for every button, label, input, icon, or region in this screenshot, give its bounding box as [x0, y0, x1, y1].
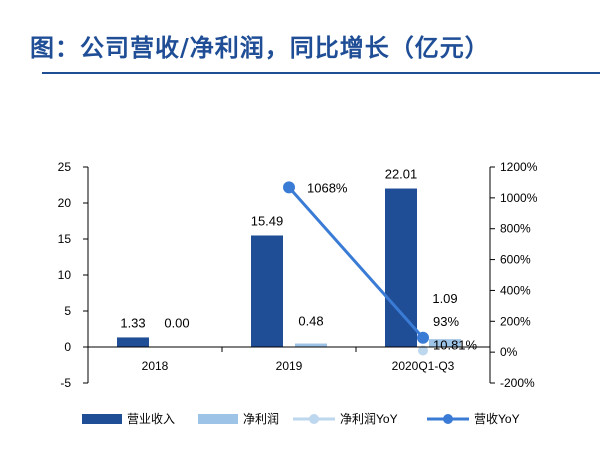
profit-bar — [295, 343, 327, 347]
revenue-value-label: 15.49 — [251, 213, 284, 228]
title-divider — [42, 72, 600, 74]
chart-legend: 营业收入 净利润 净利润YoY 营收YoY — [82, 412, 520, 426]
line-group — [283, 181, 429, 356]
revenue-bar — [385, 188, 417, 347]
left-tick-label: 20 — [58, 196, 72, 210]
legend-label: 营收YoY — [474, 412, 520, 426]
right-tick-label: 800% — [500, 222, 531, 236]
right-tick-label: 200% — [500, 314, 531, 328]
legend-swatch — [198, 414, 238, 424]
x-tick-label: 2019 — [276, 359, 303, 373]
bar-group — [117, 188, 461, 347]
legend-item: 营收YoY — [427, 412, 520, 426]
profit-value-label: 0.00 — [164, 315, 189, 330]
revenue-value-label: 1.33 — [120, 315, 145, 330]
right-tick-label: 600% — [500, 253, 531, 267]
right-tick-label: -200% — [500, 376, 535, 390]
x-tick-label: 2018 — [142, 359, 169, 373]
revenue-yoy-point — [417, 331, 429, 344]
left-tick-label: 0 — [64, 340, 71, 354]
revenue-yoy-point — [283, 181, 295, 194]
profit-yoy-label: 10.81% — [433, 337, 478, 352]
revenue-yoy-label: 93% — [433, 314, 459, 329]
legend-marker — [309, 414, 319, 424]
axes-group: -5 0 5 10 15 20 25 -200% 0% 200% 400% 600% 800% 1000%… — [58, 160, 538, 390]
page-title: 图：公司营收/净利润，同比增长（亿元） — [30, 33, 490, 62]
revenue-yoy-label: 1068% — [307, 180, 348, 195]
left-tick-label: 15 — [58, 232, 72, 246]
data-label-group: 1.33 15.49 22.01 0.00 0.48 1.09 1068% 93% 10.81% — [120, 167, 477, 353]
profit-yoy-point — [418, 345, 428, 356]
profit-value-label: 1.09 — [432, 291, 457, 306]
legend-item: 营业收入 — [82, 412, 175, 426]
right-tick-label: 0% — [500, 345, 518, 359]
left-tick-label: 25 — [58, 160, 72, 174]
legend-label: 营业收入 — [127, 412, 175, 426]
left-tick-label: -5 — [60, 376, 71, 390]
right-tick-label: 400% — [500, 283, 531, 297]
legend-marker — [443, 414, 453, 424]
legend-item: 净利润 — [198, 412, 279, 426]
profit-value-label: 0.48 — [298, 314, 323, 329]
legend-item: 净利润YoY — [293, 412, 398, 426]
profit-bar — [429, 339, 461, 347]
legend-swatch — [82, 414, 122, 424]
revenue-bar — [117, 337, 149, 347]
left-tick-label: 5 — [64, 304, 71, 318]
revenue-value-label: 22.01 — [385, 167, 418, 182]
legend-label: 净利润 — [243, 412, 279, 426]
right-tick-label: 1000% — [500, 191, 538, 205]
right-tick-label: 1200% — [500, 160, 538, 174]
revenue-bar — [251, 235, 283, 347]
legend-label: 净利润YoY — [340, 412, 398, 426]
revenue-yoy-line — [287, 186, 425, 339]
left-tick-label: 10 — [58, 268, 72, 282]
x-tick-label: 2020Q1-Q3 — [392, 359, 455, 373]
